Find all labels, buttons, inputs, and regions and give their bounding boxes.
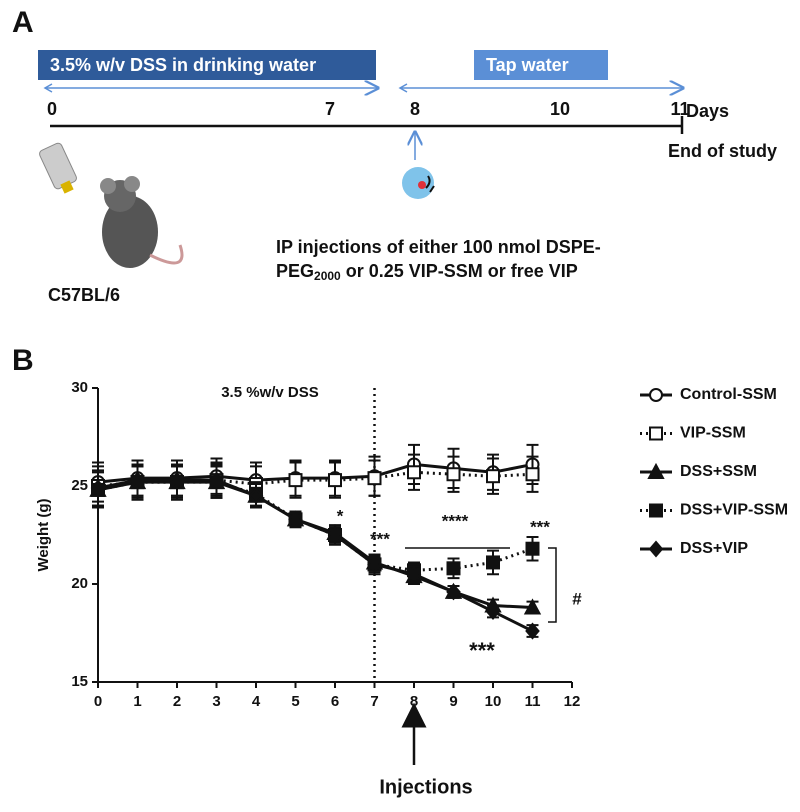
marker — [525, 541, 540, 556]
annotation: **** — [442, 511, 469, 530]
x-tick-label: 10 — [485, 693, 502, 710]
marker — [209, 471, 224, 489]
annotation: * — [337, 506, 344, 525]
text-part: PEG — [276, 261, 314, 281]
injection-text: IP injections of either 100 nmol DSPE- — [276, 237, 601, 257]
peptide — [425, 175, 435, 193]
panel-label: B — [12, 344, 34, 377]
arrow-head — [398, 83, 408, 93]
days-label: Days — [686, 101, 729, 121]
annotation: # — [572, 589, 582, 608]
dss-box-text: 3.5% w/v DSS in drinking water — [50, 55, 316, 75]
marker — [649, 426, 663, 441]
marker — [525, 622, 540, 640]
dss-box — [38, 50, 376, 80]
marker — [288, 473, 303, 488]
legend-label: DSS+VIP-SSM — [680, 502, 788, 519]
series-line — [97, 480, 533, 610]
annotation: 3.5 %w/v DSS — [221, 384, 319, 401]
marker — [525, 467, 540, 482]
x-tick-label: 9 — [449, 693, 457, 710]
marker — [130, 471, 145, 489]
mouse-icon — [39, 142, 184, 268]
legend-label: Control-SSM — [680, 386, 777, 403]
series-line — [97, 478, 534, 633]
injection-label: Injections — [379, 776, 472, 798]
marker — [367, 555, 382, 573]
marker — [648, 540, 664, 558]
text-part: or 0.25 VIP-SSM or free VIP — [341, 261, 578, 281]
subscript: 2000 — [314, 269, 341, 283]
y-tick-label: 20 — [71, 575, 88, 592]
marker — [367, 471, 382, 486]
marker — [407, 465, 421, 480]
y-axis-label: Weight (g) — [35, 498, 52, 571]
y-tick-label: 15 — [71, 673, 88, 690]
marker — [90, 479, 106, 497]
x-tick-label: 0 — [94, 693, 102, 710]
marker — [328, 473, 342, 488]
annotation: *** — [469, 638, 495, 663]
marker — [523, 598, 542, 615]
marker — [649, 388, 663, 402]
marker — [327, 526, 343, 544]
x-tick-label: 5 — [291, 693, 299, 710]
marker — [485, 602, 501, 620]
timeline-label: 10 — [550, 99, 570, 119]
marker — [288, 510, 303, 528]
end-label: End of study — [668, 141, 777, 161]
timeline-label: 8 — [410, 99, 420, 119]
x-tick-label: 4 — [252, 693, 261, 710]
nanoparticle — [402, 167, 434, 199]
marker — [486, 555, 500, 570]
tap-box-text: Tap water — [486, 55, 569, 75]
legend-label: DSS+SSM — [680, 463, 757, 480]
x-tick-label: 11 — [525, 693, 541, 710]
y-tick-label: 30 — [71, 379, 88, 396]
marker — [486, 469, 500, 484]
marker — [446, 583, 461, 601]
timeline-label: 11 — [670, 99, 689, 119]
timeline-label: 0 — [47, 99, 57, 119]
tap-box — [474, 50, 608, 80]
marker — [248, 487, 264, 505]
x-tick-label: 1 — [133, 693, 141, 710]
marker — [647, 462, 665, 479]
timeline-label: 7 — [325, 99, 335, 119]
x-tick-label: 3 — [212, 693, 220, 710]
y-tick-label: 25 — [71, 477, 88, 494]
annotation: *** — [370, 529, 390, 548]
x-tick-label: 12 — [564, 693, 581, 710]
injection-text: PEG2000 or 0.25 VIP-SSM or free VIP — [276, 261, 578, 283]
x-tick-label: 8 — [410, 693, 418, 710]
arrow-head — [43, 83, 53, 93]
annotation: *** — [530, 517, 550, 536]
marker — [446, 561, 461, 576]
nanoparticle-core — [418, 181, 426, 189]
legend-label: DSS+VIP — [680, 540, 748, 557]
significance-bracket — [548, 547, 557, 623]
x-tick-label: 6 — [331, 693, 339, 710]
legend-label: VIP-SSM — [680, 425, 746, 442]
panel-label: A — [12, 6, 34, 39]
marker — [446, 467, 461, 482]
x-tick-label: 2 — [173, 693, 181, 710]
marker — [169, 471, 185, 489]
x-tick-label: 7 — [370, 693, 378, 710]
marker — [406, 565, 422, 583]
marker — [649, 503, 663, 518]
mouse-label: C57BL/6 — [48, 285, 120, 305]
